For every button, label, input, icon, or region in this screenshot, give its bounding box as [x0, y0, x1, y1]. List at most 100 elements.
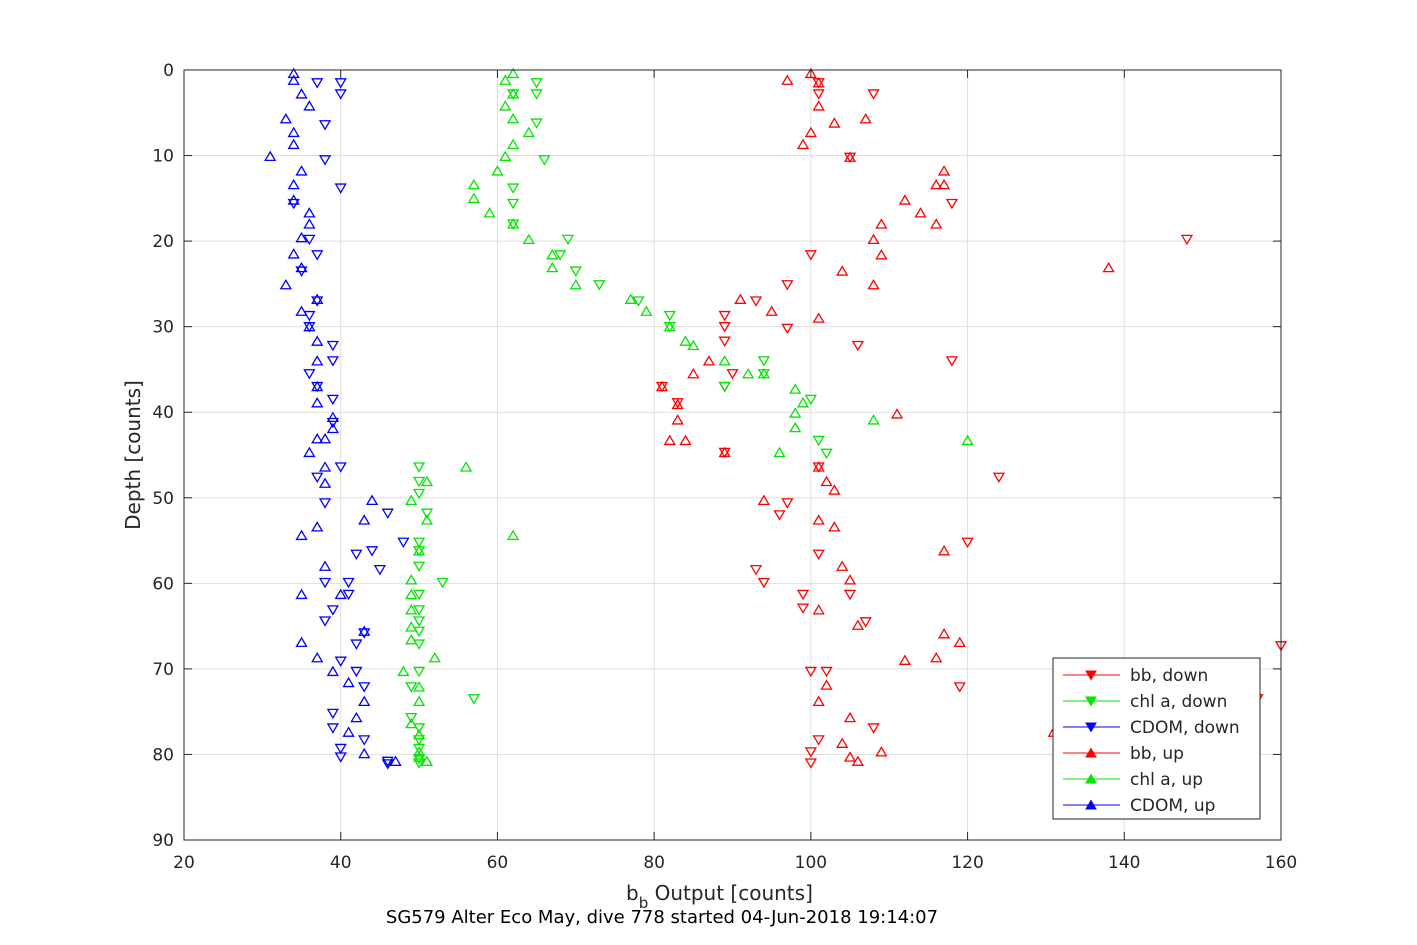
y-tick-label: 0: [163, 61, 174, 81]
data-point: [334, 89, 347, 100]
data-point: [365, 494, 379, 505]
data-point: [820, 666, 833, 678]
data-point: [397, 665, 410, 677]
data-point: [820, 475, 833, 487]
data-point: [303, 234, 316, 246]
data-point: [930, 651, 943, 663]
data-point: [640, 305, 653, 316]
data-point: [718, 310, 731, 322]
data-point: [843, 574, 857, 585]
data-point: [671, 398, 684, 410]
data-point: [350, 711, 363, 723]
data-point: [318, 461, 332, 472]
data-point: [326, 417, 340, 429]
data-point: [804, 747, 817, 758]
data-point: [412, 681, 426, 692]
data-point: [765, 305, 778, 316]
data-point: [342, 577, 355, 589]
data-point: [295, 165, 308, 176]
legend-item: bb, down: [1063, 666, 1208, 686]
data-point: [569, 278, 582, 290]
data-point: [405, 621, 418, 632]
data-point: [428, 651, 441, 663]
data-point: [930, 218, 943, 229]
data-point: [412, 537, 426, 549]
x-axis-label-subscript: b: [639, 894, 649, 912]
x-tick-label: 20: [173, 853, 195, 873]
data-point: [436, 577, 449, 589]
data-point: [381, 508, 394, 519]
data-point: [318, 120, 332, 131]
legend-label: CDOM, up: [1130, 796, 1215, 816]
data-point: [679, 434, 692, 446]
data-point: [796, 138, 810, 150]
y-tick-label: 70: [152, 660, 174, 680]
data-point: [412, 462, 426, 473]
data-point: [773, 510, 786, 521]
data-point: [859, 617, 872, 628]
data-point: [287, 74, 300, 85]
data-point: [358, 628, 371, 639]
data-point: [311, 651, 324, 663]
data-point: [311, 78, 324, 89]
series-group: [405, 78, 833, 769]
data-point: [937, 178, 951, 190]
data-point: [405, 717, 418, 729]
data-point: [804, 666, 817, 678]
series-group: [655, 67, 1115, 766]
data-point: [405, 634, 418, 645]
data-point: [546, 249, 559, 260]
data-point: [358, 682, 371, 693]
data-point: [303, 218, 316, 229]
data-point: [655, 380, 669, 392]
data-point: [405, 494, 418, 505]
data-point: [397, 537, 410, 549]
data-point: [381, 756, 394, 768]
data-point: [412, 476, 426, 488]
data-point: [303, 446, 316, 458]
data-point: [318, 432, 332, 444]
data-point: [412, 666, 426, 678]
legend-box: [1052, 657, 1261, 820]
data-point: [412, 751, 426, 762]
data-point: [318, 477, 332, 488]
data-point: [687, 367, 700, 379]
y-tick-label: 90: [152, 831, 174, 851]
data-point: [749, 296, 763, 307]
data-point: [522, 126, 535, 138]
x-tick-label: 40: [330, 853, 352, 873]
data-point: [875, 249, 888, 260]
data-point: [812, 735, 825, 746]
data-point: [820, 679, 833, 690]
data-point: [295, 305, 308, 316]
data-point: [420, 475, 434, 487]
data-point: [945, 356, 959, 367]
legend-marker: [1085, 696, 1097, 707]
data-point: [812, 461, 825, 472]
data-point: [264, 150, 277, 162]
data-point: [412, 589, 426, 601]
data-point: [859, 112, 872, 124]
data-point: [295, 231, 308, 243]
data-point: [781, 280, 794, 291]
data-point: [506, 529, 520, 541]
data-point: [812, 89, 825, 100]
data-point: [687, 339, 700, 351]
data-point: [867, 414, 880, 425]
data-point: [843, 589, 857, 601]
data-point: [412, 743, 426, 755]
legend-item: chl a, up: [1063, 770, 1203, 790]
data-point: [326, 356, 340, 367]
data-point: [812, 514, 825, 525]
data-point: [522, 233, 535, 245]
data-point: [828, 521, 841, 532]
data-point: [804, 126, 817, 138]
data-point: [561, 234, 575, 246]
data-point: [303, 369, 316, 380]
legend-label: CDOM, down: [1130, 718, 1240, 738]
legend-marker: [1085, 773, 1097, 784]
data-point: [295, 636, 308, 648]
data-point: [569, 266, 582, 277]
data-point: [506, 138, 520, 150]
